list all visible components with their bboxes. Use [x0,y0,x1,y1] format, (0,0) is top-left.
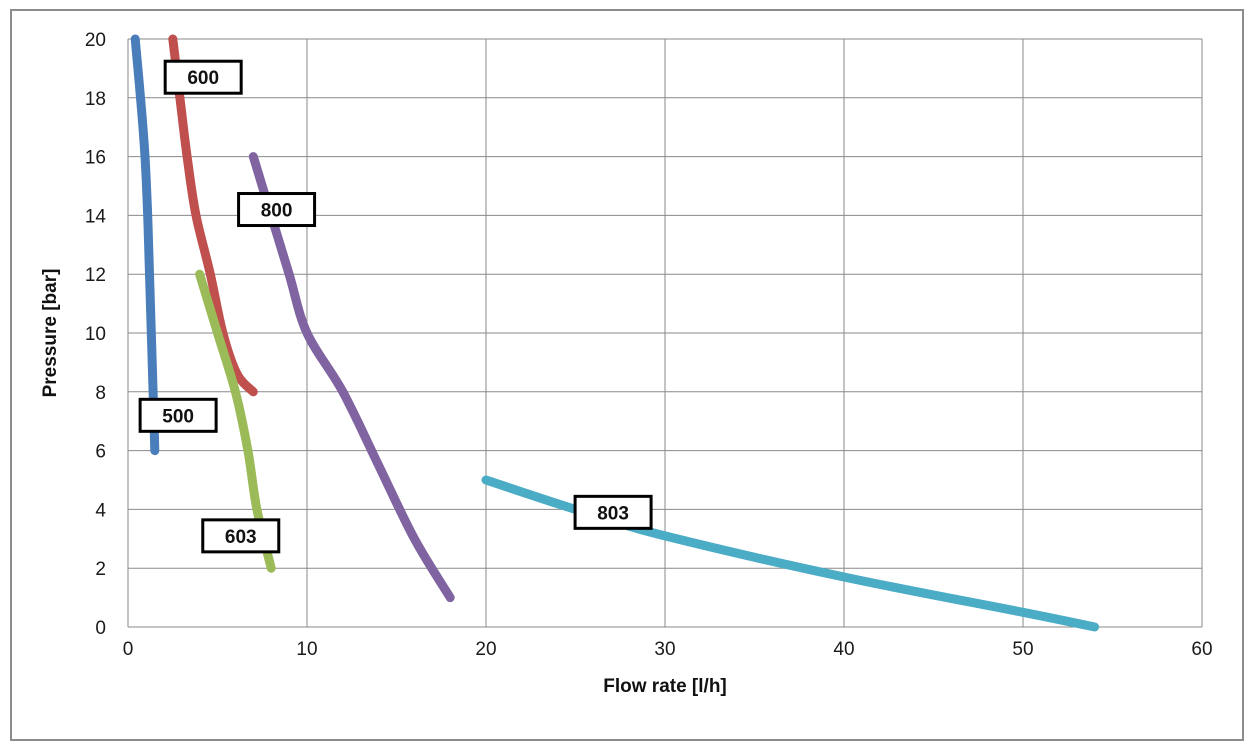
y-axis-title: Pressure [bar] [40,269,61,398]
y-tick-label: 12 [85,265,106,286]
y-tick-label: 18 [85,89,106,110]
grid [127,38,1203,628]
callout-box [573,494,653,530]
callout-800: 800 [237,192,317,228]
series-line-800 [248,152,455,603]
callout-label: 600 [187,68,219,89]
x-tick-label: 40 [833,639,854,660]
x-tick-label: 30 [654,639,675,660]
callout-box [237,192,317,228]
y-tick-label: 14 [85,206,107,227]
callout-label: 500 [162,406,194,427]
x-tick-label: 50 [1012,639,1033,660]
callout-label: 603 [225,527,257,548]
callout-603: 603 [201,518,281,554]
callout-label: 800 [261,201,293,222]
y-tick-label: 2 [95,559,106,580]
callouts: 600 800 500 603 803 [138,59,653,554]
callout-box [138,397,218,433]
chart-frame: 0 10 20 30 40 50 60 0 2 4 6 8 10 12 14 16 18 20 600 800 500… [10,9,1244,741]
callout-803: 803 [573,494,653,530]
y-tick-label: 8 [95,383,106,404]
y-tick-label: 16 [85,148,106,169]
callout-500: 500 [138,397,218,433]
y-tick-label: 20 [85,30,106,51]
x-tick-label: 20 [475,639,496,660]
series-line-603 [195,269,276,573]
y-tick-label: 4 [95,500,106,521]
x-axis-title: Flow rate [l/h] [603,676,727,697]
callout-box [163,59,243,95]
callout-box [201,518,281,554]
x-tick-label: 10 [296,639,317,660]
y-tick-label: 0 [95,618,106,639]
callout-label: 803 [597,503,629,524]
series-line-600 [168,34,258,397]
y-tick-label: 6 [95,442,106,463]
series-line-500 [130,34,160,456]
x-tick-label: 60 [1191,639,1212,660]
y-tick-label: 10 [85,324,106,345]
series-lines [130,34,1100,632]
x-tick-label: 0 [123,639,134,660]
callout-600: 600 [163,59,243,95]
